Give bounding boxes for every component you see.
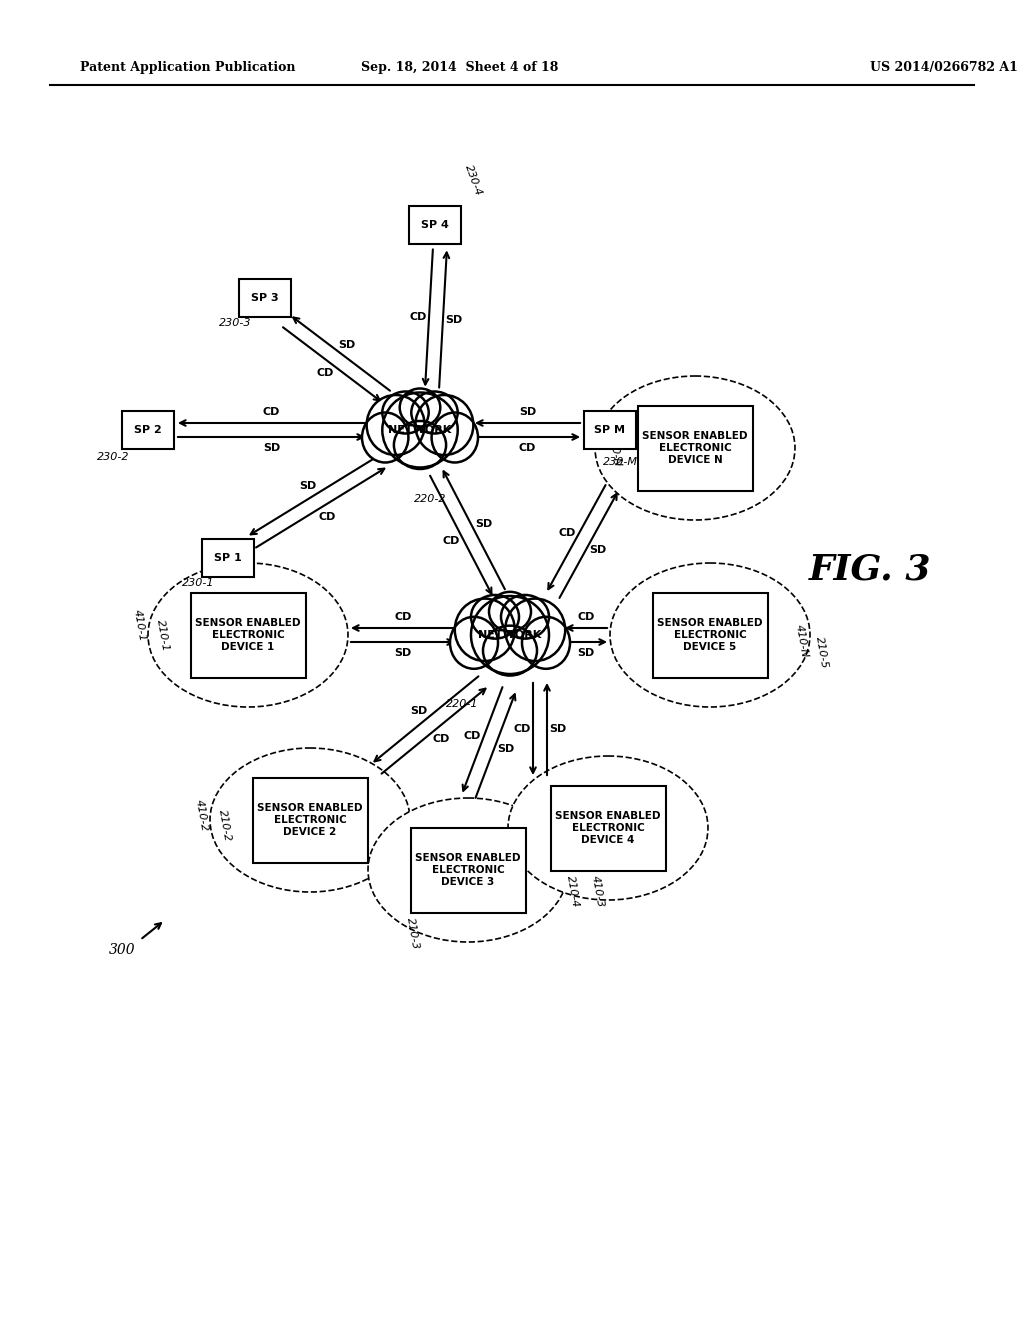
Ellipse shape — [431, 412, 478, 462]
Text: SENSOR ENABLED
ELECTRONIC
DEVICE 4: SENSOR ENABLED ELECTRONIC DEVICE 4 — [555, 810, 660, 845]
Text: 230-4: 230-4 — [463, 164, 483, 197]
Ellipse shape — [416, 395, 473, 455]
Text: SD: SD — [475, 519, 493, 529]
Text: CD: CD — [513, 723, 530, 734]
Text: 230-M: 230-M — [602, 457, 638, 467]
Text: 410-N: 410-N — [795, 624, 810, 659]
Bar — [253, 777, 368, 862]
Text: 210-3: 210-3 — [406, 916, 421, 950]
Text: SD: SD — [445, 314, 463, 325]
Text: SP 1: SP 1 — [214, 553, 242, 564]
Text: CD: CD — [558, 528, 575, 537]
Bar — [409, 206, 461, 244]
Ellipse shape — [368, 799, 568, 942]
Text: SD: SD — [578, 648, 595, 657]
Text: 410-1: 410-1 — [132, 609, 147, 642]
Text: 410-2: 410-2 — [195, 799, 210, 832]
Text: 210-2: 210-2 — [217, 808, 232, 842]
Text: 210-4: 210-4 — [565, 874, 581, 908]
Text: 210-N: 210-N — [607, 433, 623, 469]
Ellipse shape — [471, 597, 549, 675]
Text: 230-1: 230-1 — [181, 578, 214, 587]
Text: SENSOR ENABLED
ELECTRONIC
DEVICE 1: SENSOR ENABLED ELECTRONIC DEVICE 1 — [196, 618, 301, 652]
Text: SD: SD — [410, 706, 427, 715]
Ellipse shape — [522, 616, 570, 669]
Text: SP 4: SP 4 — [421, 220, 449, 230]
Bar — [122, 411, 174, 449]
Text: SD: SD — [519, 407, 537, 417]
Text: 210-5: 210-5 — [814, 635, 829, 669]
Text: SD: SD — [498, 744, 514, 754]
Text: CD: CD — [442, 536, 460, 545]
Text: CD: CD — [519, 444, 537, 453]
Ellipse shape — [505, 598, 565, 661]
Ellipse shape — [412, 392, 458, 433]
Ellipse shape — [382, 392, 429, 433]
Text: CD: CD — [464, 731, 481, 741]
Text: SD: SD — [394, 648, 412, 657]
Text: SD: SD — [299, 482, 316, 491]
Text: CD: CD — [317, 368, 334, 379]
Ellipse shape — [471, 595, 519, 639]
Text: SD: SD — [590, 545, 607, 556]
Ellipse shape — [489, 591, 531, 631]
Ellipse shape — [148, 564, 348, 708]
Ellipse shape — [595, 376, 795, 520]
Text: SENSOR ENABLED
ELECTRONIC
DEVICE 5: SENSOR ENABLED ELECTRONIC DEVICE 5 — [657, 618, 763, 652]
Text: 230-2: 230-2 — [96, 451, 129, 462]
Ellipse shape — [382, 392, 458, 467]
Text: NETWORK: NETWORK — [388, 425, 452, 436]
Text: Patent Application Publication: Patent Application Publication — [80, 62, 296, 74]
Text: NETWORK: NETWORK — [478, 630, 542, 640]
Bar — [411, 828, 525, 912]
Text: SD: SD — [549, 723, 566, 734]
Ellipse shape — [362, 412, 409, 462]
Text: CD: CD — [410, 313, 427, 322]
Text: SD: SD — [339, 339, 356, 350]
Text: Sep. 18, 2014  Sheet 4 of 18: Sep. 18, 2014 Sheet 4 of 18 — [361, 62, 559, 74]
Bar — [239, 279, 291, 317]
Text: CD: CD — [394, 612, 412, 622]
Text: US 2014/0266782 A1: US 2014/0266782 A1 — [870, 62, 1018, 74]
Text: 410-3: 410-3 — [590, 874, 606, 908]
Text: 210-1: 210-1 — [156, 618, 171, 652]
Text: FIG. 3: FIG. 3 — [809, 553, 931, 587]
Ellipse shape — [501, 595, 549, 639]
Text: SENSOR ENABLED
ELECTRONIC
DEVICE 3: SENSOR ENABLED ELECTRONIC DEVICE 3 — [416, 853, 521, 887]
Text: SP M: SP M — [595, 425, 626, 436]
Text: SD: SD — [263, 444, 281, 453]
Text: SP 2: SP 2 — [134, 425, 162, 436]
Ellipse shape — [610, 564, 810, 708]
Text: SP 3: SP 3 — [251, 293, 279, 304]
Bar — [202, 539, 254, 577]
Text: 300: 300 — [109, 942, 135, 957]
Ellipse shape — [450, 616, 498, 669]
Ellipse shape — [455, 598, 515, 661]
Ellipse shape — [399, 388, 440, 426]
Ellipse shape — [367, 395, 425, 455]
Text: SENSOR ENABLED
ELECTRONIC
DEVICE 2: SENSOR ENABLED ELECTRONIC DEVICE 2 — [257, 803, 362, 837]
Bar — [190, 593, 305, 677]
Ellipse shape — [483, 626, 537, 676]
Bar — [551, 785, 666, 870]
Text: CD: CD — [318, 512, 336, 521]
Text: 230-3: 230-3 — [219, 318, 251, 327]
Text: SENSOR ENABLED
ELECTRONIC
DEVICE N: SENSOR ENABLED ELECTRONIC DEVICE N — [642, 430, 748, 466]
Text: CD: CD — [263, 407, 281, 417]
Ellipse shape — [394, 421, 446, 469]
Bar — [584, 411, 636, 449]
Bar — [652, 593, 768, 677]
Text: 220-1: 220-1 — [445, 700, 478, 709]
Text: 220-2: 220-2 — [414, 494, 446, 504]
Text: CD: CD — [433, 734, 451, 744]
Ellipse shape — [508, 756, 708, 900]
Text: CD: CD — [578, 612, 595, 622]
Ellipse shape — [210, 748, 410, 892]
Bar — [638, 405, 753, 491]
